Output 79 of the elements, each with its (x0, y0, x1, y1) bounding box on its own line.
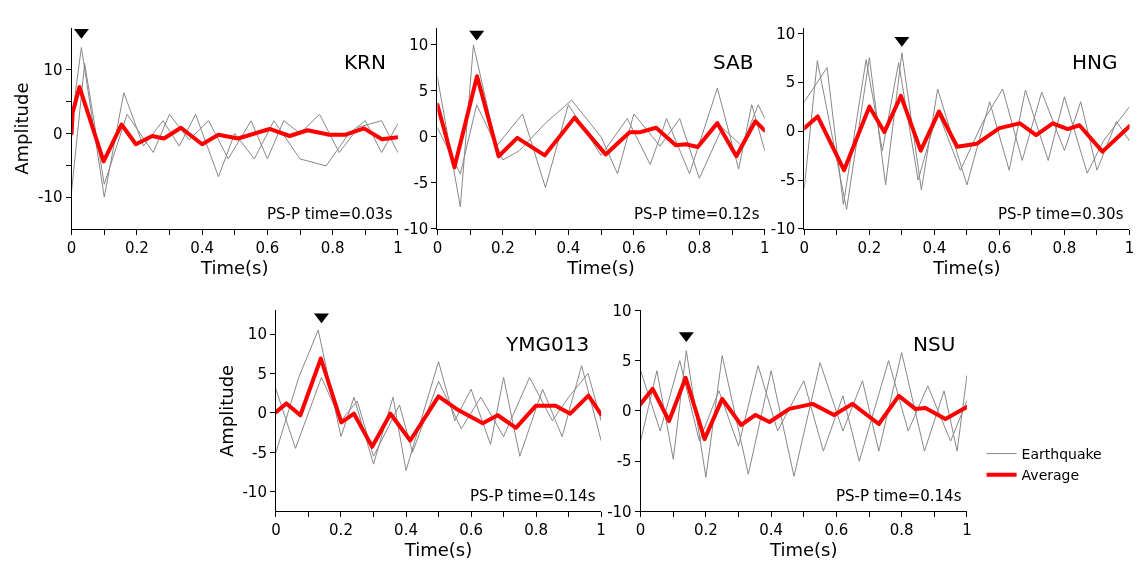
text: YMG013 (505, 332, 590, 356)
text: NSU (913, 332, 956, 356)
x-axis-title: Time(s) (566, 256, 635, 278)
line-series (640, 375, 967, 442)
x-tick-label: 1 (393, 238, 403, 257)
x-tick-label: 0.6 (459, 521, 483, 540)
x-tick-label: 0.8 (320, 238, 345, 257)
x-tick-label: 0.8 (1052, 238, 1077, 257)
text: SAB (713, 50, 754, 74)
text: HNG (1072, 50, 1118, 74)
x-tick-label: 0.6 (824, 521, 849, 540)
x-tick-label: 0.8 (889, 521, 914, 540)
y-tick-label: -10 (38, 188, 63, 207)
x-tick-label: 1 (760, 238, 770, 257)
x-tick-label: 0 (799, 238, 810, 257)
y-tick-label: -5 (251, 443, 267, 462)
y-tick-label: -10 (607, 502, 632, 521)
y-tick-label: -10 (242, 483, 267, 502)
y-tick-label: -5 (616, 452, 632, 471)
legend-label: Earthquake (1021, 446, 1102, 463)
y-tick-label: -10 (770, 220, 796, 239)
x-tick-label: 0.4 (759, 521, 784, 540)
y-tick-label: 0 (257, 404, 267, 423)
annotation: PS-P time=0.14s (836, 487, 962, 505)
x-tick-label: 0 (635, 521, 646, 540)
y-tick-label: 5 (622, 351, 632, 370)
x-tick-label: 0.2 (124, 238, 149, 257)
line-series (71, 84, 398, 164)
line-series (640, 350, 967, 478)
y-tick-label: 0 (53, 124, 63, 143)
x-tick-label: 0.2 (329, 521, 353, 540)
y-tick-label: -5 (780, 171, 796, 190)
line-series (437, 74, 765, 170)
y-tick-label: 0 (785, 122, 796, 141)
x-tick-label: 0.4 (190, 238, 215, 257)
x-axis-title: Time(s) (932, 256, 1001, 278)
x-tick-label: 0.6 (255, 238, 280, 257)
line-series (275, 329, 602, 471)
x-tick-label: 0.6 (987, 238, 1012, 257)
x-tick-label: 0.8 (687, 238, 712, 257)
text: KRN (344, 50, 386, 74)
y-tick-label: 5 (785, 73, 796, 92)
y-tick-label: 10 (776, 24, 796, 43)
y-tick-label: 10 (409, 36, 429, 55)
x-tick-label: 0.2 (857, 238, 882, 257)
y-tick-label: 0 (418, 128, 429, 147)
x-axis-title: Time(s) (769, 539, 838, 561)
line-series (804, 93, 1130, 173)
x-tick-label: 0.4 (394, 521, 418, 540)
y-tick-label: 5 (257, 364, 267, 383)
x-tick-label: 0.4 (556, 238, 581, 257)
annotation: PS-P time=0.12s (634, 205, 760, 223)
x-tick-label: 0.4 (922, 238, 947, 257)
line-series (275, 356, 602, 449)
x-tick-label: 0.6 (621, 238, 646, 257)
y-tick-label: 10 (43, 61, 63, 80)
x-tick-label: 1 (1124, 238, 1135, 257)
x-tick-label: 0 (66, 238, 77, 257)
annotation: PS-P time=0.14s (470, 487, 596, 505)
x-tick-label: 1 (596, 521, 606, 540)
annotation: PS-P time=0.03s (267, 205, 393, 223)
x-tick-label: 1 (962, 521, 972, 540)
y-axis-title: Amplitude (11, 82, 33, 175)
x-tick-label: 0.2 (693, 521, 718, 540)
x-tick-label: 0.2 (490, 238, 515, 257)
y-tick-label: -5 (413, 174, 429, 193)
y-tick-label: 10 (612, 301, 632, 320)
x-tick-label: 0 (432, 238, 443, 257)
annotation: PS-P time=0.30s (998, 205, 1124, 223)
x-tick-label: 0.8 (524, 521, 549, 540)
x-axis-title: Time(s) (403, 539, 473, 561)
y-tick-label: 0 (622, 402, 632, 421)
y-tick-label: -10 (403, 220, 429, 239)
y-tick-label: 10 (247, 325, 267, 344)
y-axis-title: Amplitude (215, 364, 237, 458)
x-tick-label: 0 (271, 521, 281, 540)
y-tick-label: 5 (418, 82, 429, 101)
x-axis-title: Time(s) (200, 256, 269, 278)
legend-label: Average (1021, 467, 1080, 484)
